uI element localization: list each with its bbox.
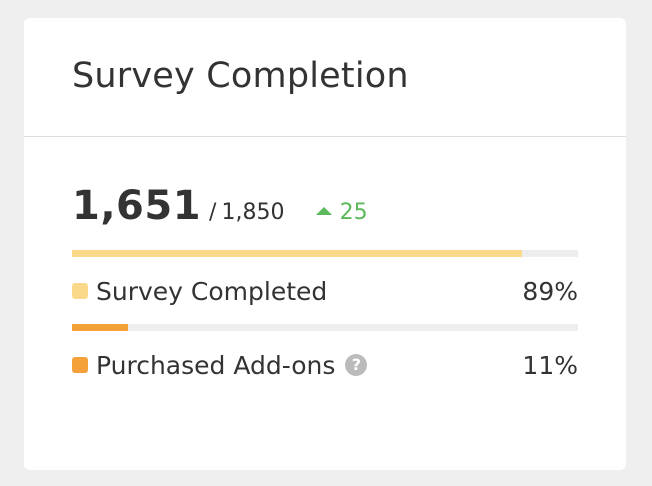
purchased-addons-percent: 11%: [522, 350, 578, 380]
legend-row-purchased-addons: Purchased Add-ons ? 11%: [72, 348, 578, 382]
card-title: Survey Completion: [72, 56, 409, 96]
delta-value: 25: [339, 200, 368, 225]
survey-completed-progress-fill: [72, 250, 523, 257]
survey-completion-card: Survey Completion 1,651 / 1,850 25 Survey…: [24, 18, 626, 470]
purchased-addons-progress-bar: [72, 324, 578, 331]
question-circle-icon[interactable]: ?: [345, 354, 368, 376]
triangle-up-icon: [315, 207, 332, 215]
card-header: Survey Completion: [24, 18, 626, 137]
survey-completed-progress-bar: [72, 250, 578, 257]
total-count: 1,850: [221, 200, 285, 225]
totals-summary: 1,651 / 1,850 25: [72, 183, 368, 233]
delta-badge: 25: [315, 200, 368, 225]
total-separator: /: [209, 200, 217, 225]
survey-completed-percent: 89%: [522, 276, 578, 306]
purchased-addons-swatch: [72, 357, 88, 373]
survey-completed-swatch: [72, 283, 88, 299]
purchased-addons-label: Purchased Add-ons: [96, 350, 336, 380]
legend-row-survey-completed: Survey Completed 89%: [72, 274, 578, 308]
survey-completed-label: Survey Completed: [96, 276, 328, 306]
purchased-addons-progress-fill: [72, 324, 128, 331]
completed-count: 1,651: [72, 183, 202, 229]
